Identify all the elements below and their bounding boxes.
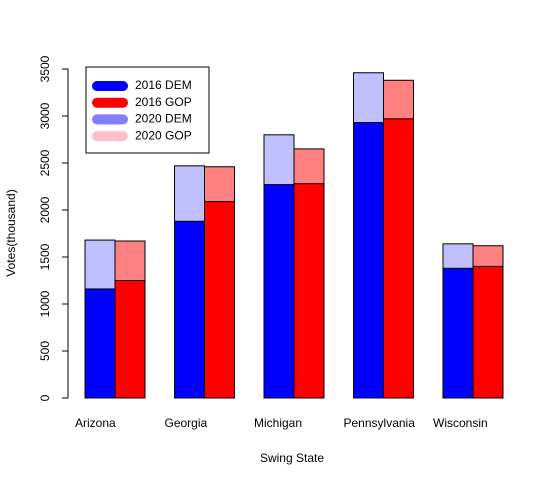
bar [472, 265, 504, 399]
y-tick-label: 0 [38, 394, 52, 401]
bar [84, 288, 116, 399]
y-tick-label: 3500 [38, 55, 52, 82]
bar [293, 183, 325, 399]
bar [442, 267, 474, 399]
bar [174, 220, 205, 399]
legend-label: 2020 GOP [135, 128, 192, 142]
x-tick-label: Arizona [75, 416, 116, 430]
bar [263, 184, 295, 399]
y-tick-label: 1000 [38, 290, 52, 317]
x-tick-label: Wisconsin [433, 416, 488, 430]
legend-label: 2016 GOP [135, 95, 192, 109]
bar [353, 122, 384, 399]
x-tick-label: Michigan [254, 416, 302, 430]
bar [383, 118, 414, 399]
y-tick-label: 3000 [38, 102, 52, 129]
y-tick-label: 500 [38, 341, 52, 361]
legend-label: 2020 DEM [135, 112, 192, 126]
y-tick-label: 2000 [38, 196, 52, 223]
y-axis-title: Votes(thousand) [4, 189, 18, 276]
x-tick-label: Georgia [165, 416, 208, 430]
bar [204, 201, 235, 399]
bar [114, 280, 146, 399]
x-axis-title: Swing State [260, 451, 324, 465]
y-tick-label: 1500 [38, 243, 52, 270]
y-tick-label: 2500 [38, 149, 52, 176]
legend-label: 2016 DEM [135, 78, 192, 92]
x-tick-label: Pennsylvania [344, 416, 416, 430]
